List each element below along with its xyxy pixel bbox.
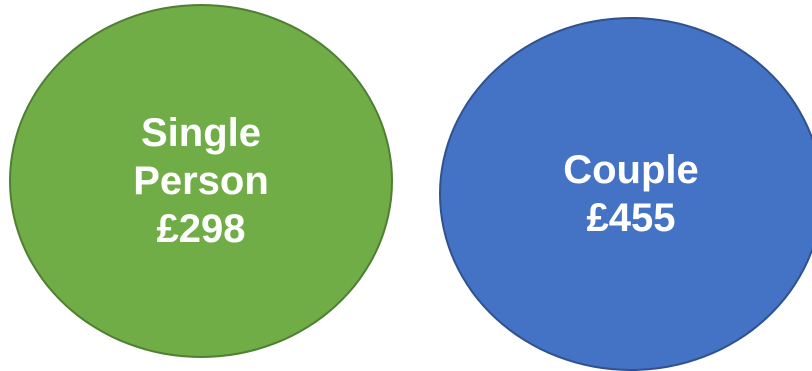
couple-amount: £455 xyxy=(586,196,676,240)
single-person-label-block: Single Person £298 xyxy=(133,109,269,253)
couple-line1: Couple xyxy=(563,148,699,192)
couple-label-block: Couple £455 xyxy=(563,146,699,242)
single-person-bubble: Single Person £298 xyxy=(9,4,393,358)
single-person-amount: £298 xyxy=(156,207,246,251)
couple-bubble: Couple £455 xyxy=(439,17,812,371)
single-person-line2: Person xyxy=(133,159,269,203)
single-person-line1: Single xyxy=(140,111,261,155)
